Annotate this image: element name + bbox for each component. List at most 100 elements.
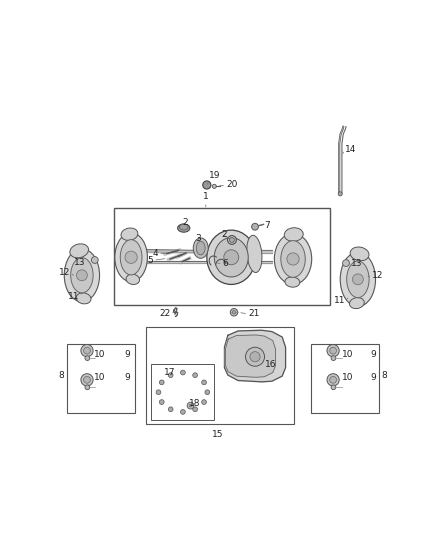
Text: 5: 5 [148,256,153,265]
Text: 19: 19 [209,171,221,180]
Ellipse shape [115,233,148,282]
Text: 17: 17 [164,368,176,377]
Ellipse shape [285,277,300,287]
Circle shape [159,400,164,405]
Circle shape [230,309,238,316]
Text: 12: 12 [372,271,384,280]
Ellipse shape [196,241,205,255]
Text: 11: 11 [68,292,80,301]
Circle shape [84,376,90,383]
Circle shape [224,250,239,265]
Text: 13: 13 [351,259,363,268]
Text: 22: 22 [159,310,170,319]
Text: 10: 10 [93,350,105,359]
Bar [146,327,294,424]
Ellipse shape [284,228,303,241]
Circle shape [85,385,90,390]
Circle shape [203,181,211,189]
Ellipse shape [350,247,369,261]
Text: 7: 7 [265,221,270,230]
Circle shape [251,223,258,230]
Text: 13: 13 [74,258,85,267]
Ellipse shape [340,252,375,306]
Ellipse shape [70,244,88,258]
Circle shape [331,385,336,390]
Ellipse shape [193,238,208,259]
Ellipse shape [178,224,190,232]
Circle shape [180,370,185,375]
Text: 3: 3 [196,234,201,243]
Circle shape [201,400,206,405]
Text: 10: 10 [342,350,353,359]
Text: 1: 1 [203,192,208,201]
Text: 20: 20 [226,181,237,189]
Text: 14: 14 [345,145,357,154]
Circle shape [193,373,198,377]
Circle shape [201,380,206,385]
Text: 12: 12 [59,268,70,277]
Circle shape [81,344,93,357]
Circle shape [168,373,173,377]
Bar [114,208,330,305]
Text: 2: 2 [221,230,227,239]
Circle shape [331,356,336,360]
Text: 10: 10 [342,373,353,382]
Circle shape [92,256,98,263]
Text: 9: 9 [371,350,376,359]
Circle shape [353,274,363,285]
Text: 4: 4 [153,249,158,259]
Circle shape [330,376,336,383]
Text: 9: 9 [124,350,130,359]
Ellipse shape [214,238,248,277]
Circle shape [338,192,342,196]
Circle shape [77,270,87,281]
Circle shape [159,380,164,385]
Circle shape [327,344,339,357]
Ellipse shape [347,261,369,297]
Text: 18: 18 [189,399,200,408]
Text: 6: 6 [223,259,229,268]
Circle shape [327,374,339,386]
Ellipse shape [281,241,305,277]
Circle shape [189,404,192,407]
Circle shape [343,260,350,266]
Circle shape [330,347,336,354]
Ellipse shape [179,224,188,230]
Circle shape [193,407,198,411]
Ellipse shape [120,240,142,275]
Ellipse shape [274,233,312,285]
Circle shape [227,236,237,245]
Text: 16: 16 [265,360,277,369]
Circle shape [287,253,299,265]
Text: 10: 10 [93,373,105,382]
Ellipse shape [350,297,364,309]
Text: 8: 8 [381,370,387,379]
Bar [311,344,379,414]
Polygon shape [226,335,276,377]
Circle shape [168,407,173,411]
Ellipse shape [126,274,140,285]
Ellipse shape [207,230,256,285]
Circle shape [212,184,216,188]
Text: 9: 9 [371,373,376,382]
Text: 21: 21 [248,310,260,319]
Bar [67,344,134,414]
Text: 15: 15 [212,431,223,439]
Text: 11: 11 [333,296,345,305]
Circle shape [180,409,185,414]
Circle shape [187,402,194,409]
Polygon shape [224,330,286,382]
Text: 9: 9 [124,373,130,382]
Circle shape [156,390,161,394]
Circle shape [84,347,90,354]
Circle shape [246,347,265,366]
Ellipse shape [76,293,91,304]
Ellipse shape [121,228,138,240]
Circle shape [205,390,210,394]
Circle shape [230,238,234,243]
Circle shape [125,251,137,263]
Circle shape [232,311,236,314]
Circle shape [250,352,260,362]
Ellipse shape [247,235,262,272]
Circle shape [81,374,93,386]
